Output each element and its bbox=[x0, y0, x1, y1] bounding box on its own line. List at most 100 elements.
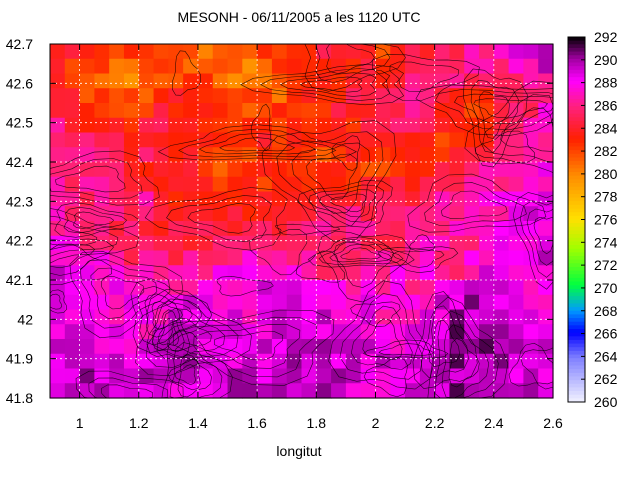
heatmap-cell bbox=[434, 339, 451, 355]
heatmap-cell bbox=[109, 73, 125, 89]
heatmap-cell bbox=[449, 294, 465, 311]
heatmap-cell bbox=[94, 73, 110, 89]
heatmap-cell bbox=[390, 44, 406, 60]
heatmap-cell bbox=[331, 103, 347, 119]
contour-line bbox=[440, 190, 508, 220]
heatmap-cell bbox=[286, 58, 303, 75]
heatmap-cell bbox=[434, 191, 451, 207]
colorbar-segment bbox=[568, 281, 585, 286]
heatmap-cell bbox=[493, 309, 510, 325]
heatmap-cell bbox=[138, 294, 155, 311]
contour-line bbox=[308, 184, 385, 223]
heatmap-cell bbox=[197, 176, 214, 193]
x-tick-label: 2.4 bbox=[484, 415, 504, 431]
heatmap-cell bbox=[449, 339, 465, 355]
heatmap-cell bbox=[64, 176, 81, 193]
heatmap-cell bbox=[301, 176, 317, 193]
heatmap-cell bbox=[301, 383, 317, 399]
heatmap-cell bbox=[50, 221, 66, 237]
heatmap-cell bbox=[168, 162, 184, 178]
heatmap-cell bbox=[538, 250, 554, 266]
heatmap-cell bbox=[434, 221, 451, 237]
colorbar-segment bbox=[568, 354, 585, 359]
heatmap-cell bbox=[449, 368, 465, 384]
heatmap-cell bbox=[508, 383, 525, 399]
heatmap-cell bbox=[109, 162, 125, 178]
heatmap-cell bbox=[390, 294, 406, 311]
colorbar-segment bbox=[568, 325, 585, 330]
heatmap-cell bbox=[227, 191, 243, 207]
heatmap-cell bbox=[257, 309, 273, 325]
heatmap-cell bbox=[227, 265, 243, 281]
heatmap-cell bbox=[242, 383, 258, 399]
heatmap-cell bbox=[493, 368, 510, 384]
heatmap-cell bbox=[360, 103, 377, 119]
heatmap-cell bbox=[227, 221, 243, 237]
contour-line bbox=[100, 276, 145, 310]
heatmap-cell bbox=[390, 162, 406, 178]
heatmap-cell bbox=[183, 162, 199, 178]
heatmap-cell bbox=[64, 103, 81, 119]
colorbar-tick-label: 282 bbox=[594, 143, 618, 159]
heatmap-cell bbox=[109, 309, 125, 325]
heatmap-cell bbox=[50, 117, 66, 134]
heatmap-cell bbox=[286, 235, 303, 252]
heatmap-cell bbox=[242, 324, 258, 340]
colorbar-segment bbox=[568, 241, 585, 246]
heatmap-cell bbox=[479, 235, 495, 252]
heatmap-cell bbox=[168, 44, 184, 60]
contour-line bbox=[80, 259, 171, 329]
colorbar-segment bbox=[568, 157, 585, 162]
heatmap-cell bbox=[301, 132, 317, 148]
colorbar-segment bbox=[568, 237, 585, 242]
contour-line bbox=[261, 120, 397, 242]
heatmap-cell bbox=[227, 147, 243, 163]
heatmap-cell bbox=[138, 235, 155, 252]
colorbar-segment bbox=[568, 285, 585, 290]
contour-lines bbox=[49, 43, 554, 399]
heatmap-cell bbox=[286, 162, 303, 178]
heatmap-cell bbox=[153, 309, 169, 325]
heatmap-cell bbox=[331, 206, 347, 222]
heatmap-cell bbox=[197, 280, 214, 296]
heatmap-cell bbox=[271, 73, 288, 89]
contour-line bbox=[508, 342, 554, 387]
heatmap-cell bbox=[493, 162, 510, 178]
colorbar-segment bbox=[568, 150, 585, 155]
colorbar-segment bbox=[568, 369, 585, 374]
heatmap-cell bbox=[79, 132, 95, 148]
heatmap-cell bbox=[316, 294, 332, 311]
heatmap-cell bbox=[227, 383, 243, 399]
heatmap-cell bbox=[271, 206, 288, 222]
heatmap-cell bbox=[538, 324, 554, 340]
heatmap-cell bbox=[405, 309, 421, 325]
heatmap-cell bbox=[538, 368, 554, 384]
colorbar-segment bbox=[568, 314, 585, 319]
heatmap-cell bbox=[183, 73, 199, 89]
heatmap-cell bbox=[316, 235, 332, 252]
heatmap-cell bbox=[523, 309, 539, 325]
heatmap-cell bbox=[508, 73, 525, 89]
heatmap-cell bbox=[434, 58, 451, 75]
colorbar-segment bbox=[568, 120, 585, 126]
heatmap-cell bbox=[449, 147, 465, 163]
heatmap-cell bbox=[286, 117, 303, 134]
heatmap-cell bbox=[523, 73, 539, 89]
heatmap-cell bbox=[316, 383, 332, 399]
heatmap-cell bbox=[153, 250, 169, 266]
heatmap-cell bbox=[79, 353, 95, 370]
heatmap-cell bbox=[94, 191, 110, 207]
heatmap-cell bbox=[227, 294, 243, 311]
heatmap-cell bbox=[168, 368, 184, 384]
heatmap-cell bbox=[479, 368, 495, 384]
heatmap-cell bbox=[345, 250, 362, 266]
heatmap-cell bbox=[375, 353, 391, 370]
heatmap-cell bbox=[64, 368, 81, 384]
heatmap-cell bbox=[79, 368, 95, 384]
heatmap-cell bbox=[508, 44, 525, 60]
heatmap-cell bbox=[523, 265, 539, 281]
heatmap-cell bbox=[345, 309, 362, 325]
heatmap-cell bbox=[138, 309, 155, 325]
heatmap-cell bbox=[168, 206, 184, 222]
